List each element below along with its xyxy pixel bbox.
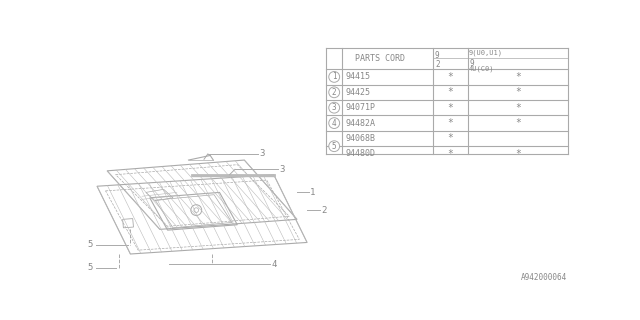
Text: *: * [447, 87, 453, 97]
Text: 94425: 94425 [346, 88, 371, 97]
Text: 2: 2 [332, 88, 337, 97]
Text: *: * [515, 103, 521, 113]
Circle shape [329, 71, 340, 82]
Text: A942000064: A942000064 [520, 273, 566, 282]
Text: 1: 1 [332, 72, 337, 81]
Text: 1: 1 [310, 188, 316, 197]
Circle shape [329, 118, 340, 129]
Text: 4U(C0): 4U(C0) [469, 65, 495, 72]
Text: 3: 3 [260, 149, 265, 158]
Text: 4: 4 [271, 260, 277, 268]
Text: 94068B: 94068B [346, 134, 376, 143]
Text: *: * [447, 133, 453, 143]
Circle shape [329, 102, 340, 113]
Text: 3: 3 [332, 103, 337, 112]
Circle shape [329, 141, 340, 152]
Text: 3: 3 [279, 165, 285, 174]
Text: 9: 9 [435, 52, 440, 60]
Text: 5: 5 [88, 240, 93, 249]
Text: *: * [447, 103, 453, 113]
Text: 2: 2 [322, 206, 327, 215]
Text: *: * [515, 149, 521, 159]
Text: *: * [515, 72, 521, 82]
Text: 94480D: 94480D [346, 149, 376, 158]
Text: *: * [447, 118, 453, 128]
Text: 94482A: 94482A [346, 119, 376, 128]
Text: 2: 2 [435, 60, 440, 69]
Text: 5: 5 [332, 142, 337, 151]
Text: *: * [447, 149, 453, 159]
Text: PARTS CORD: PARTS CORD [355, 54, 404, 63]
Text: *: * [447, 72, 453, 82]
Text: 5: 5 [88, 263, 93, 272]
Circle shape [329, 87, 340, 98]
Text: *: * [515, 118, 521, 128]
Text: 9(U0,U1): 9(U0,U1) [469, 50, 503, 56]
Text: *: * [515, 87, 521, 97]
Text: 94415: 94415 [346, 72, 371, 81]
Text: 94071P: 94071P [346, 103, 376, 112]
Text: 9: 9 [469, 59, 474, 68]
Text: 4: 4 [332, 119, 337, 128]
